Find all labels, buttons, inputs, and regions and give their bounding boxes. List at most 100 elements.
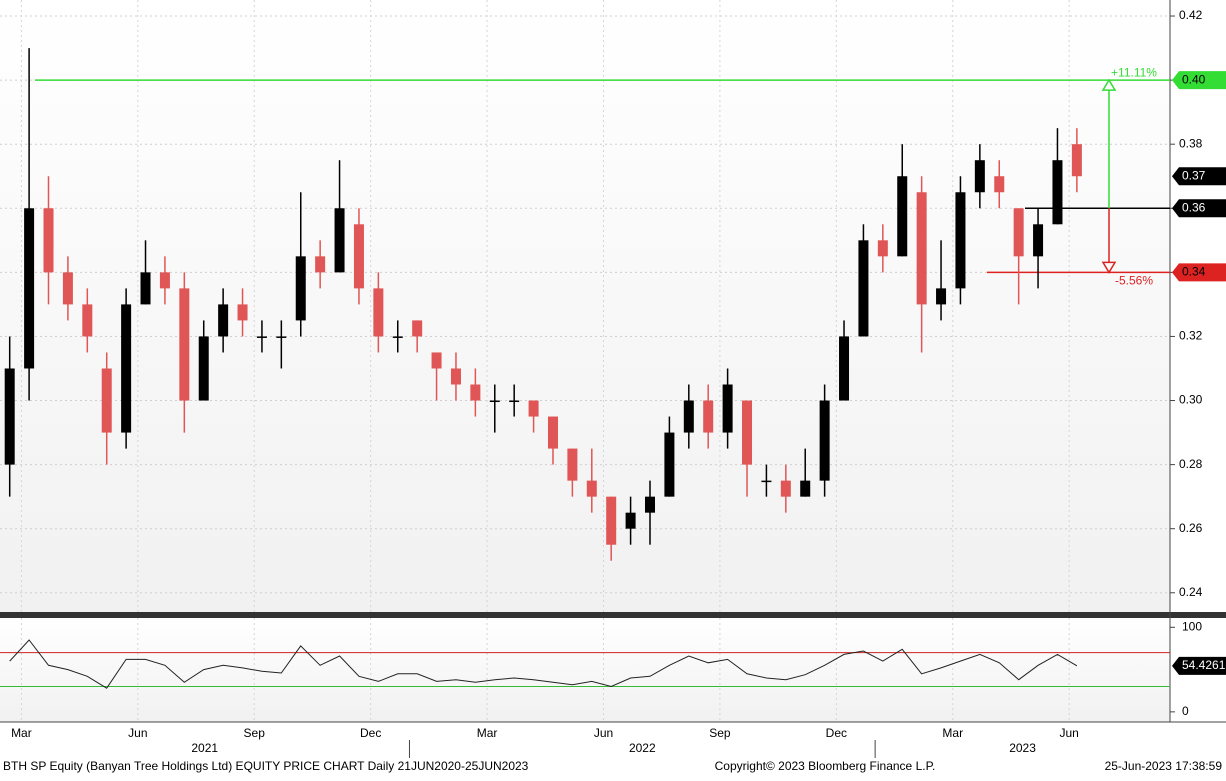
candle-body: [431, 352, 442, 369]
candle-body: [392, 336, 403, 338]
x-tick-label: Mar: [942, 726, 963, 740]
change-annotation: -5.56%: [1115, 274, 1153, 288]
x-tick-label: Jun: [128, 726, 147, 740]
candle-body: [256, 336, 267, 338]
y-tick-label: 0.24: [1179, 585, 1203, 599]
value-box: [1172, 263, 1226, 282]
change-annotation: +11.11%: [1111, 65, 1157, 79]
candle-body: [1013, 208, 1024, 257]
y-tick-label: 0.38: [1179, 136, 1203, 150]
year-label: 2022: [629, 741, 656, 755]
footer-center: Copyright© 2023 Bloomberg Finance L.P.: [715, 759, 936, 773]
candle-body: [101, 368, 112, 433]
indicator-line: [9, 639, 1078, 689]
candle-body: [121, 304, 132, 433]
value-box: [1172, 71, 1226, 90]
year-label: 2021: [191, 741, 218, 755]
footer-left: BTH SP Equity (Banyan Tree Holdings Ltd)…: [3, 759, 529, 773]
y-tick-label: 0.26: [1179, 521, 1203, 535]
price-panel: [0, 0, 1170, 612]
value-box-label: 0.34: [1182, 265, 1206, 279]
candle-body: [625, 512, 636, 529]
y-tick-label: 0.30: [1179, 393, 1203, 407]
candle-body: [412, 320, 423, 337]
x-tick-label: Jun: [1059, 726, 1078, 740]
y-tick-label: 0.28: [1179, 457, 1203, 471]
x-tick-label: Jun: [594, 726, 613, 740]
candle-body: [1052, 160, 1063, 225]
candle-body: [450, 368, 461, 385]
x-tick-label: Dec: [360, 726, 381, 740]
candle-body: [43, 208, 54, 273]
value-box: [1172, 199, 1226, 218]
candle-body: [4, 368, 15, 465]
y-tick-label: 0.32: [1179, 329, 1203, 343]
candle-body: [722, 384, 733, 433]
candle-body: [664, 432, 675, 497]
candle-body: [159, 272, 170, 289]
candle-body: [140, 272, 151, 305]
candle-body: [567, 448, 578, 481]
y-tick-label: 0.42: [1179, 8, 1203, 22]
candle-body: [276, 336, 287, 338]
indicator-panel: [0, 618, 1170, 722]
candle-body: [179, 288, 190, 401]
candle-body: [24, 208, 35, 369]
candle-body: [470, 384, 481, 401]
x-tick-label: Mar: [11, 726, 32, 740]
footer-right: 25-Jun-2023 17:38:59: [1105, 759, 1223, 773]
y-tick-label: 100: [1182, 619, 1202, 633]
change-arrowhead: [1101, 261, 1117, 274]
candle-body: [916, 192, 927, 305]
value-box-label: 0.37: [1182, 168, 1206, 182]
candle-body: [198, 336, 209, 401]
change-arrowhead: [1101, 78, 1117, 91]
candle-body: [742, 400, 753, 465]
candle-body: [994, 176, 1005, 193]
candle-body: [761, 480, 772, 483]
candle-body: [353, 224, 364, 289]
candle-body: [586, 480, 597, 497]
year-label: 2023: [1009, 741, 1036, 755]
candle-body: [237, 304, 248, 321]
value-box-label: 0.40: [1182, 72, 1206, 86]
candle-body: [897, 176, 908, 257]
candle-body: [315, 256, 326, 273]
candle-body: [839, 336, 850, 401]
candle-body: [295, 256, 306, 321]
candle-body: [218, 304, 229, 337]
candle-body: [936, 288, 947, 305]
candle-body: [645, 496, 655, 513]
candle-body: [800, 480, 811, 497]
candle-body: [528, 400, 539, 417]
candle-body: [82, 304, 93, 337]
candle-body: [703, 400, 714, 433]
candle-body: [489, 400, 500, 403]
candle-body: [547, 416, 558, 449]
x-tick-label: Dec: [826, 726, 847, 740]
value-box-label: 54.4261: [1182, 658, 1226, 672]
x-tick-label: Sep: [244, 726, 266, 740]
panel-divider: [0, 612, 1226, 618]
candle-body: [780, 480, 791, 497]
candle-body: [373, 288, 384, 337]
candle-body: [606, 496, 617, 545]
candle-body: [1071, 144, 1082, 177]
candle-body: [334, 208, 345, 273]
candle-body: [62, 272, 73, 305]
candle-body: [819, 400, 830, 481]
candle-body: [1033, 224, 1044, 257]
x-tick-label: Sep: [709, 726, 731, 740]
candle-body: [858, 240, 869, 337]
value-box-label: 0.36: [1182, 200, 1206, 214]
value-box: [1172, 167, 1226, 186]
candle-body: [509, 400, 520, 403]
candle-body: [955, 192, 966, 289]
candle-body: [683, 400, 694, 433]
x-tick-label: Mar: [477, 726, 498, 740]
value-box: [1172, 656, 1226, 675]
candle-body: [877, 240, 888, 257]
candle-body: [974, 160, 985, 193]
